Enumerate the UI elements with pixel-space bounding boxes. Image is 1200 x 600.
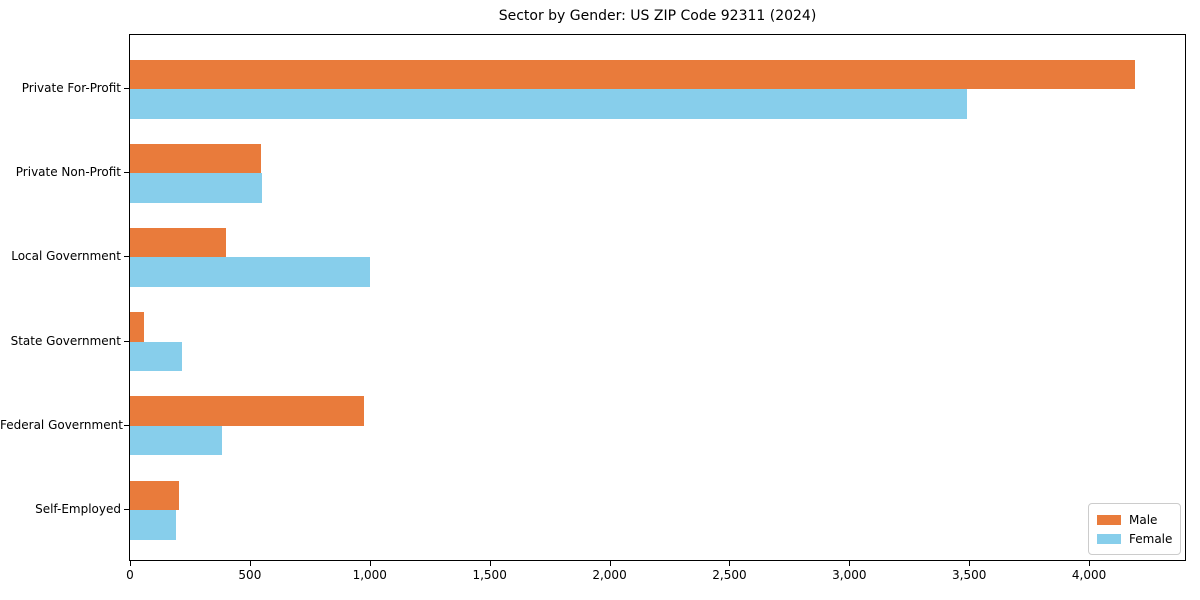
- bar-female-private-non-profit: [130, 173, 262, 203]
- bar-male-state-government: [130, 312, 145, 342]
- y-tick-mark: [124, 256, 129, 257]
- legend-label: Male: [1129, 512, 1158, 527]
- x-tick-label: 1,500: [472, 568, 507, 582]
- x-tick-mark: [729, 561, 730, 566]
- x-tick-label: 3,500: [952, 568, 987, 582]
- bar-male-self-employed: [130, 480, 180, 510]
- bar-male-local-government: [130, 227, 226, 258]
- x-tick-label: 2,500: [712, 568, 747, 582]
- bar-female-self-employed: [130, 510, 176, 540]
- y-tick-mark: [124, 341, 129, 342]
- x-tick-mark: [610, 561, 611, 566]
- x-tick-mark: [130, 561, 131, 566]
- x-tick-label: 2,000: [592, 568, 627, 582]
- y-tick-mark: [124, 509, 129, 510]
- x-tick-mark: [490, 561, 491, 566]
- chart-title: Sector by Gender: US ZIP Code 92311 (202…: [498, 8, 817, 24]
- y-tick-label: State Government: [10, 333, 121, 348]
- x-tick-label: 1,000: [352, 568, 387, 582]
- y-tick-mark: [124, 172, 129, 173]
- bar-female-federal-government: [130, 425, 223, 456]
- bar-female-local-government: [130, 257, 370, 287]
- legend-item-female: Female: [1097, 532, 1172, 546]
- x-tick-mark: [1089, 561, 1090, 566]
- legend-swatch-female: [1097, 533, 1121, 544]
- bar-male-private-non-profit: [130, 143, 261, 174]
- y-tick-mark: [124, 425, 129, 426]
- x-tick-mark: [370, 561, 371, 566]
- y-tick-label: Self-Employed: [35, 502, 121, 516]
- x-tick-mark: [849, 561, 850, 566]
- y-tick-label: Local Government: [11, 249, 121, 264]
- legend-label: Female: [1129, 531, 1173, 546]
- plot-area: [129, 34, 1186, 561]
- y-tick-label: Private For-Profit: [21, 81, 121, 95]
- x-tick-mark: [969, 561, 970, 566]
- legend-item-male: Male: [1097, 513, 1172, 527]
- y-tick-label: Private Non-Profit: [15, 165, 121, 180]
- x-tick-label: 3,000: [832, 568, 867, 582]
- x-tick-mark: [250, 561, 251, 566]
- legend-swatch-male: [1097, 514, 1121, 525]
- y-tick-label: Federal Government: [0, 417, 123, 432]
- bar-male-federal-government: [130, 396, 364, 426]
- x-tick-label: 4,000: [1071, 568, 1107, 582]
- bar-female-state-government: [130, 341, 182, 372]
- legend: Male Female: [1088, 503, 1181, 555]
- bar-male-private-for-profit: [130, 59, 1135, 89]
- x-tick-label: 0: [126, 568, 134, 582]
- bar-female-private-for-profit: [130, 89, 967, 119]
- y-tick-mark: [124, 88, 129, 89]
- x-tick-label: 500: [238, 568, 262, 582]
